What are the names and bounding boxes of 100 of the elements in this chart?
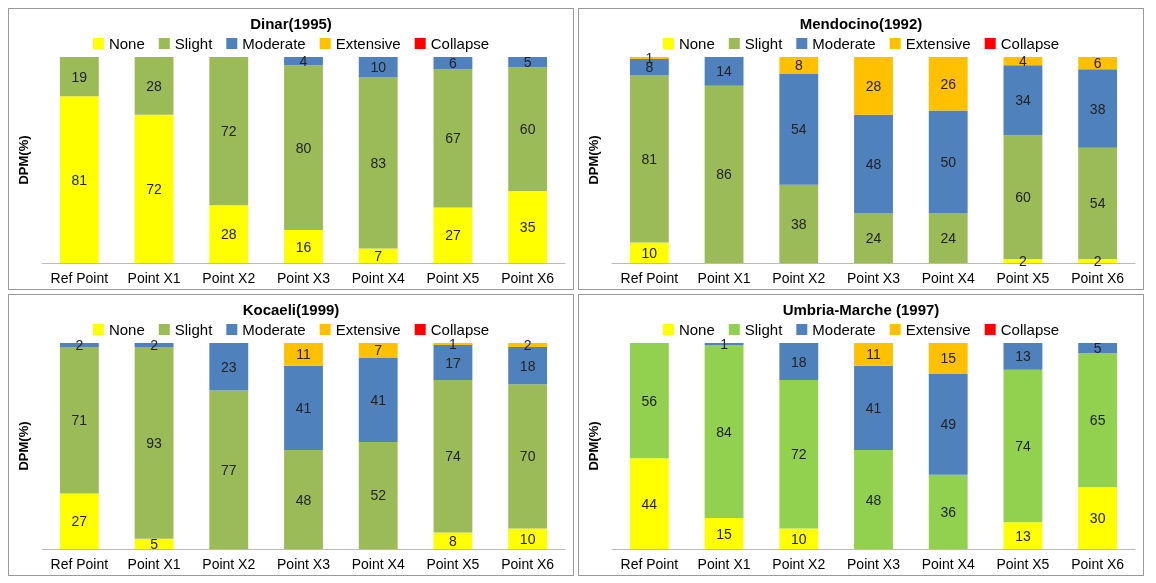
- data-label: 72: [146, 180, 163, 197]
- bar: [209, 343, 249, 391]
- data-label: 81: [641, 150, 658, 167]
- x-tick-label: Point X6: [501, 556, 555, 572]
- data-label: 38: [1089, 100, 1106, 117]
- bar: [134, 57, 174, 115]
- x-tick-label: Point X4: [921, 270, 975, 286]
- data-label: 28: [865, 77, 882, 94]
- data-label: 8: [794, 57, 803, 74]
- bar: [629, 458, 669, 549]
- legend-label: Slight: [174, 321, 214, 338]
- chart-title: Umbria-Marche (1997): [782, 301, 940, 318]
- x-tick-label: Point X4: [921, 556, 975, 572]
- x-tick-label: Point X5: [426, 556, 480, 572]
- legend-label: None: [678, 321, 715, 338]
- data-label: 23: [221, 358, 237, 375]
- x-tick-label: Point X5: [996, 556, 1050, 572]
- bar: [284, 230, 323, 263]
- data-label: 52: [370, 487, 387, 504]
- legend-label: Moderate: [812, 321, 876, 338]
- bar: [928, 57, 968, 111]
- y-axis-title: DPM(%): [586, 135, 601, 185]
- data-label: 70: [519, 448, 536, 465]
- data-label: 27: [71, 513, 88, 530]
- data-label: 41: [865, 399, 882, 416]
- bar: [704, 85, 744, 263]
- x-tick-label: Point X5: [996, 270, 1050, 286]
- bar: [928, 110, 968, 214]
- bar: [284, 365, 323, 451]
- bar: [854, 343, 893, 366]
- legend-label: Slight: [744, 35, 784, 52]
- data-label: 4: [299, 53, 308, 70]
- legend-label: Collapse: [1000, 321, 1060, 338]
- data-label: 13: [1015, 527, 1031, 544]
- data-label: 24: [940, 230, 957, 247]
- bar: [508, 190, 548, 263]
- bar: [508, 384, 548, 529]
- bar: [358, 343, 398, 358]
- data-label: 50: [940, 154, 957, 171]
- x-tick-label: Ref Point: [620, 270, 679, 286]
- data-label: 60: [1015, 189, 1031, 206]
- bar: [209, 57, 249, 206]
- bar: [1078, 487, 1118, 549]
- bar: [1078, 353, 1118, 488]
- data-label: 28: [146, 77, 163, 94]
- y-axis-title: DPM(%): [586, 421, 601, 471]
- x-tick-label: Point X6: [1071, 556, 1125, 572]
- legend-label: Collapse: [430, 35, 490, 52]
- data-label: 84: [716, 423, 733, 440]
- data-label: 26: [940, 75, 957, 92]
- legend-label: Slight: [174, 35, 214, 52]
- x-tick-label: Point X1: [697, 556, 751, 572]
- data-label: 93: [146, 434, 163, 451]
- data-label: 4: [1019, 53, 1028, 70]
- data-label: 54: [1089, 195, 1106, 212]
- bar: [508, 67, 548, 191]
- bar: [854, 450, 893, 549]
- data-label: 74: [1015, 438, 1031, 454]
- chart-title: Dinar(1995): [250, 15, 332, 32]
- x-tick-label: Point X3: [847, 556, 901, 572]
- data-label: 49: [940, 416, 957, 433]
- legend-label: None: [678, 35, 715, 52]
- bar: [629, 242, 669, 263]
- bar: [1003, 369, 1043, 523]
- bar: [358, 77, 398, 249]
- x-tick-label: Ref Point: [50, 556, 109, 572]
- data-label: 30: [1089, 510, 1106, 527]
- bar: [59, 493, 99, 549]
- x-tick-label: Point X5: [426, 270, 480, 286]
- data-label: 17: [445, 354, 461, 371]
- data-label: 16: [295, 238, 312, 255]
- data-label: 27: [445, 227, 461, 244]
- bar: [779, 380, 819, 529]
- data-label: 5: [150, 535, 159, 552]
- data-label: 67: [445, 130, 461, 147]
- legend-label: Moderate: [242, 321, 306, 338]
- bar: [779, 73, 819, 185]
- x-tick-label: Point X2: [772, 270, 826, 286]
- data-label: 48: [865, 156, 882, 173]
- data-label: 34: [1015, 92, 1031, 109]
- bar: [704, 518, 744, 549]
- data-label: 5: [523, 54, 532, 71]
- x-tick-label: Point X1: [127, 556, 181, 572]
- data-label: 28: [221, 226, 237, 243]
- data-label: 60: [519, 121, 536, 138]
- data-label: 44: [641, 495, 658, 512]
- data-label: 1: [449, 336, 458, 353]
- legend-label: Extensive: [335, 35, 401, 52]
- data-label: 77: [221, 461, 237, 478]
- legend-label: Collapse: [1000, 35, 1060, 52]
- x-tick-label: Point X6: [501, 270, 555, 286]
- bar: [358, 57, 398, 78]
- x-tick-label: Ref Point: [620, 556, 679, 572]
- bar: [928, 373, 968, 475]
- bar: [779, 343, 819, 381]
- data-label: 71: [71, 412, 88, 429]
- x-tick-label: Point X4: [351, 556, 405, 572]
- data-label: 7: [374, 247, 383, 264]
- data-label: 10: [791, 530, 807, 547]
- bar: [1003, 522, 1043, 549]
